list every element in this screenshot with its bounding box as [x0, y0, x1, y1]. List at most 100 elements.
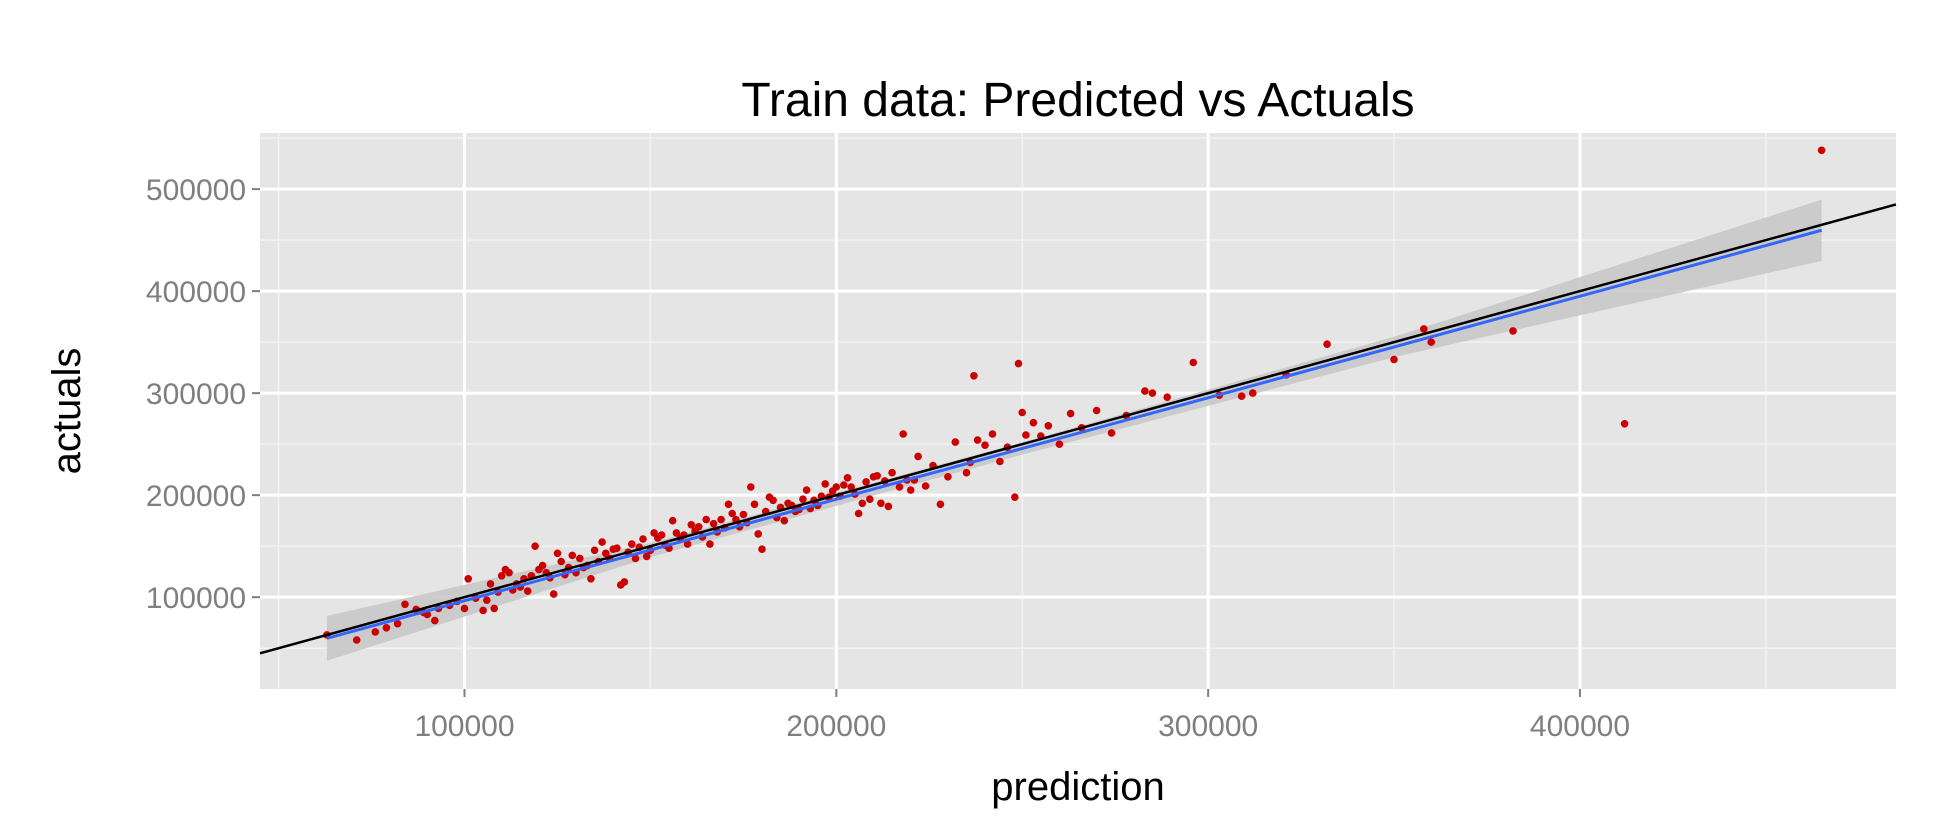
data-point	[709, 519, 718, 528]
y-tick-label: 400000	[146, 276, 246, 309]
data-point	[505, 568, 513, 577]
data-point	[1249, 389, 1257, 397]
data-point	[1163, 393, 1171, 402]
data-point	[724, 500, 733, 509]
data-point	[1427, 338, 1435, 346]
data-point	[758, 545, 766, 553]
data-point	[687, 521, 696, 529]
data-point	[1390, 355, 1398, 364]
y-axis-ticks: 100000 200000 300000 400000 500000	[146, 174, 260, 615]
grid	[260, 133, 1896, 689]
data-point	[352, 636, 361, 644]
data-point	[568, 551, 577, 560]
data-point	[996, 457, 1004, 466]
data-point	[1817, 146, 1826, 155]
data-point	[906, 486, 915, 494]
data-point	[962, 468, 971, 477]
data-point	[802, 486, 811, 494]
data-point	[769, 496, 777, 505]
data-point	[873, 472, 881, 480]
data-point	[628, 540, 636, 548]
data-point	[1323, 340, 1331, 349]
data-point	[750, 500, 759, 509]
data-point	[1014, 359, 1023, 368]
data-point	[587, 575, 595, 583]
x-axis-title: prediction	[991, 765, 1164, 809]
data-point	[717, 515, 725, 524]
data-point	[553, 549, 562, 558]
x-axis-ticks: 100000 200000 300000 400000	[414, 689, 1630, 743]
data-point	[683, 540, 692, 548]
data-point	[1092, 406, 1101, 415]
data-point	[936, 500, 945, 509]
data-point	[1189, 358, 1198, 367]
data-point	[747, 483, 755, 491]
data-point	[642, 552, 651, 561]
data-point	[895, 483, 904, 491]
x-tick-label: 400000	[1530, 710, 1630, 743]
data-point	[706, 540, 714, 548]
data-point	[821, 480, 829, 488]
data-point	[840, 481, 848, 489]
data-point	[988, 430, 997, 438]
data-point	[843, 474, 852, 482]
data-point	[590, 546, 599, 555]
data-point	[694, 523, 703, 531]
data-point	[780, 516, 789, 525]
x-tick-label: 300000	[1158, 710, 1258, 743]
data-point	[497, 572, 506, 580]
data-point	[1237, 392, 1246, 401]
data-point	[951, 438, 960, 446]
data-point	[832, 483, 841, 491]
data-point	[970, 372, 978, 380]
chart-title: Train data: Predicted vs Actuals	[741, 74, 1414, 127]
data-point	[854, 509, 863, 518]
data-point	[538, 561, 547, 570]
x-tick-label: 100000	[414, 710, 514, 743]
data-point	[754, 530, 762, 538]
y-axis-title: actuals	[45, 348, 89, 475]
data-point	[1044, 422, 1053, 430]
data-point	[1066, 409, 1075, 418]
data-point	[944, 473, 952, 481]
data-point	[866, 495, 874, 504]
data-point	[1055, 440, 1064, 449]
data-point	[1107, 429, 1116, 437]
x-tick-label: 200000	[786, 710, 886, 743]
data-point	[613, 544, 621, 552]
data-point	[973, 436, 982, 444]
data-point	[479, 606, 487, 615]
plot-panel	[260, 133, 1896, 689]
data-point	[1509, 327, 1517, 335]
smooth-fit-line	[326, 228, 1823, 640]
data-point	[877, 499, 885, 508]
data-point	[486, 580, 495, 588]
data-point	[899, 430, 907, 438]
data-point	[464, 575, 473, 583]
data-point	[1029, 418, 1038, 427]
data-point	[490, 604, 499, 613]
data-point	[382, 624, 391, 632]
data-point	[1018, 408, 1026, 417]
data-point	[858, 499, 867, 508]
data-point	[702, 515, 710, 524]
data-point	[1141, 387, 1149, 395]
data-point	[668, 516, 677, 525]
data-point	[799, 495, 807, 504]
y-tick-label: 500000	[146, 174, 246, 207]
data-point	[1420, 325, 1428, 333]
data-point	[728, 509, 736, 518]
data-point	[1148, 389, 1157, 397]
data-point	[862, 478, 870, 486]
data-point	[431, 616, 439, 625]
data-point	[523, 587, 532, 595]
data-point	[921, 482, 930, 490]
data-point	[620, 578, 629, 586]
data-point	[531, 542, 539, 550]
data-point	[639, 535, 647, 543]
data-point	[1022, 431, 1030, 439]
data-point	[739, 510, 748, 519]
data-point	[1620, 420, 1629, 428]
data-point	[576, 554, 584, 563]
reference-line	[259, 203, 1897, 655]
